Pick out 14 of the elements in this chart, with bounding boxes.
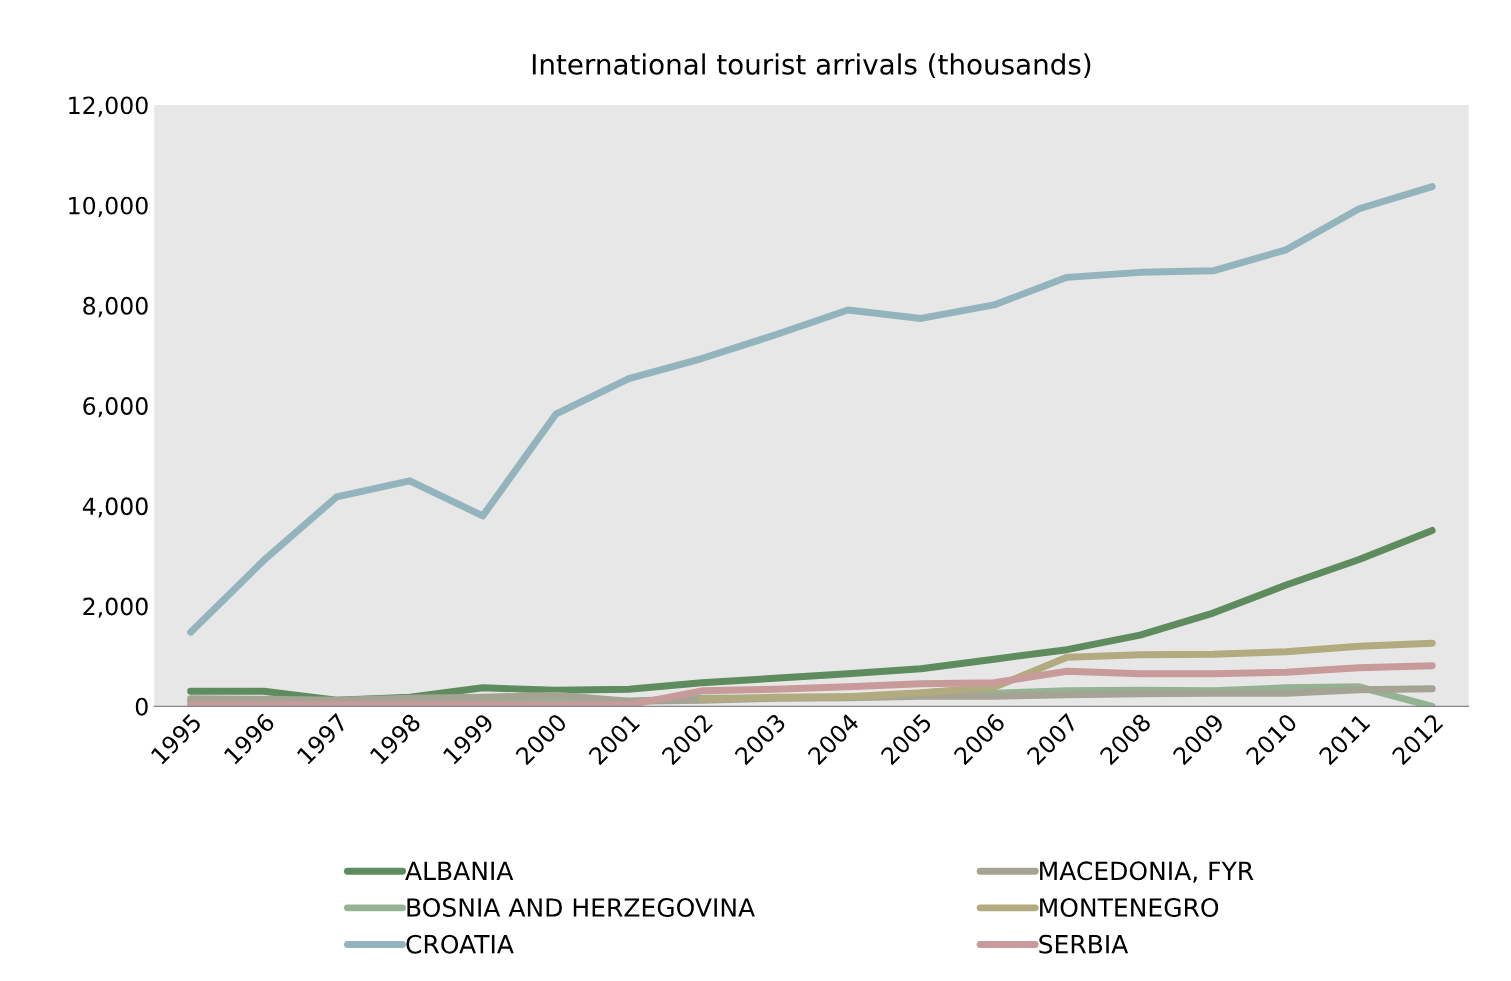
chart-title: International tourist arrivals (thousands) bbox=[532, 53, 1091, 79]
y-tick-label: 0 bbox=[135, 697, 148, 716]
legend-label: MACEDONIA, FYR bbox=[1040, 861, 1254, 883]
legend-label: CROATIA bbox=[406, 934, 514, 954]
legend-label: MONTENEGRO bbox=[1040, 898, 1219, 917]
legend-label: ALBANIA bbox=[405, 861, 514, 880]
y-tick-label: 10,000 bbox=[69, 196, 148, 217]
y-tick-label: 6,000 bbox=[83, 397, 148, 418]
y-tick-label: 12,000 bbox=[69, 96, 148, 117]
y-tick-label: 8,000 bbox=[83, 296, 148, 318]
y-tick-label: 2,000 bbox=[83, 597, 148, 618]
y-tick-label: 4,000 bbox=[82, 497, 148, 518]
legend-label: BOSNIA AND HERZEGOVINA bbox=[407, 898, 755, 917]
legend-label: SERBIA bbox=[1039, 934, 1129, 954]
